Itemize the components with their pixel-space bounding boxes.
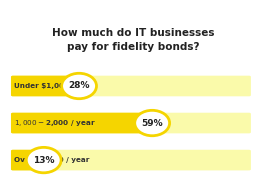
Text: Over $2,000 / year: Over $2,000 / year <box>14 157 90 163</box>
Text: 28%: 28% <box>68 81 90 91</box>
Text: 59%: 59% <box>141 119 163 128</box>
Text: 13%: 13% <box>33 156 54 165</box>
Text: How much do IT businesses
pay for fidelity bonds?: How much do IT businesses pay for fideli… <box>52 28 215 52</box>
Ellipse shape <box>135 110 170 136</box>
FancyBboxPatch shape <box>11 150 251 170</box>
FancyBboxPatch shape <box>11 76 251 96</box>
FancyBboxPatch shape <box>11 113 251 133</box>
Text: $1,000-$2,000 / year: $1,000-$2,000 / year <box>14 118 96 128</box>
FancyBboxPatch shape <box>11 113 154 133</box>
FancyBboxPatch shape <box>11 150 46 170</box>
Ellipse shape <box>62 73 96 99</box>
Ellipse shape <box>26 147 61 173</box>
FancyBboxPatch shape <box>11 76 81 96</box>
Text: Under $1,000 / year: Under $1,000 / year <box>14 83 95 89</box>
